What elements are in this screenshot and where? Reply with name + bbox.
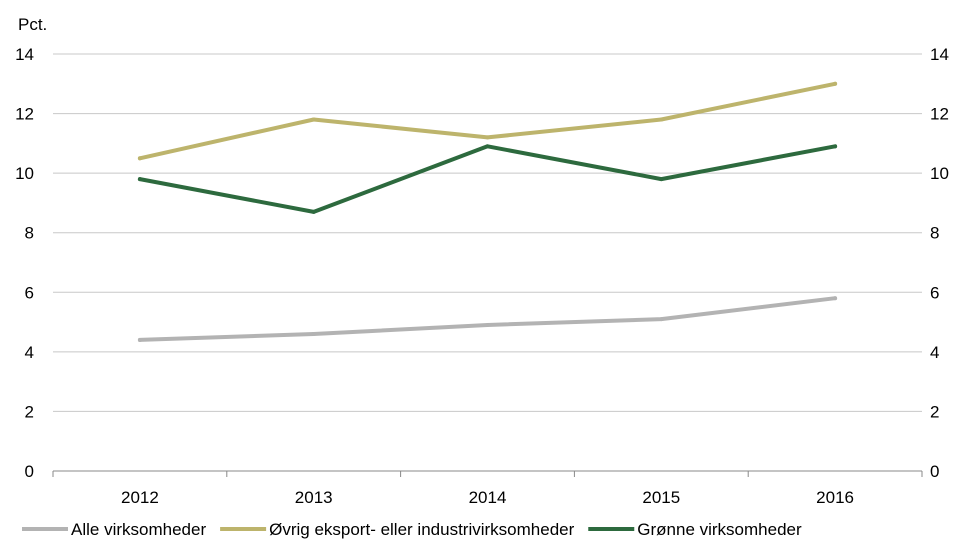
y-tick-label-left: 6 [25,283,34,302]
y-tick-label-right: 4 [930,343,939,362]
y-tick-label-left: 2 [25,402,34,421]
y-tick-label-right: 2 [930,402,939,421]
data-point [311,331,316,336]
data-point [485,323,490,328]
legend-label: Grønne virksomheder [637,520,802,539]
data-point [659,177,664,182]
data-point [311,209,316,214]
data-point [137,156,142,161]
data-point [485,144,490,149]
data-point [137,337,142,342]
data-point [833,81,838,86]
legend-label: Alle virksomheder [71,520,206,539]
data-point [311,117,316,122]
data-point [485,135,490,140]
axes [52,470,923,477]
y-tick-label-right: 0 [930,462,939,481]
y-tick-label-left: 8 [25,224,34,243]
data-point [833,144,838,149]
y-tick-label-right: 14 [930,45,949,64]
y-tick-label-right: 6 [930,283,939,302]
x-tick-label: 2015 [642,488,680,507]
x-tick-label: 2014 [469,488,507,507]
y-tick-label-left: 10 [15,164,34,183]
y-tick-label-right: 8 [930,224,939,243]
y-axis-label: Pct. [18,15,47,34]
y-tick-label-left: 12 [15,105,34,124]
legend: Alle virksomheder Øvrig eksport- eller in… [22,520,802,539]
series-line-2 [137,144,838,214]
y-tick-label-right: 12 [930,105,949,124]
y-tick-label-right: 10 [930,164,949,183]
x-tick-label: 2012 [121,488,159,507]
y-tick-label-left: 4 [25,343,34,362]
y-tick-label-left: 0 [25,462,34,481]
y-tick-label-left: 14 [15,45,34,64]
legend-label: Øvrig eksport- eller industrivirksomhede… [269,520,574,539]
data-point [137,177,142,182]
series-lines [137,81,838,342]
tick-labels: Pct. 0 0 2 2 4 4 6 6 8 8 10 10 12 12 14 14 2012 2013 2014 2… [15,15,949,507]
series-line-0 [137,296,838,342]
x-tick-label: 2013 [295,488,333,507]
data-point [833,296,838,301]
data-point [659,317,664,322]
data-point [659,117,664,122]
x-tick-label: 2016 [816,488,854,507]
gridlines [53,53,922,412]
